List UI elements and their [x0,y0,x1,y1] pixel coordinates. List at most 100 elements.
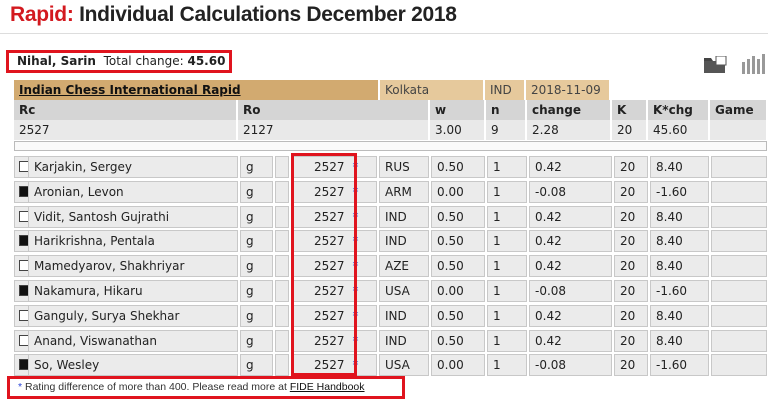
rating-change: 0.42 [529,230,612,253]
color-indicator [14,230,28,253]
game-cell [711,304,767,327]
value-rc: 2527 [14,120,237,140]
rating-change: 0.42 [529,329,612,352]
games-count: 1 [487,329,527,352]
footnote: * Rating difference of more than 400. Pl… [7,376,405,399]
color-indicator [14,156,28,178]
k-factor: 20 [614,230,648,253]
rating-change: 0.42 [529,156,612,178]
color-indicator [14,255,28,278]
header-change: change [527,100,611,120]
game-cell [711,329,767,352]
opponent-title: g [240,354,273,377]
table-divider [14,141,767,151]
rating-difference-star: * [352,284,359,298]
score: 0.00 [431,180,485,203]
opponent-rating: 2527 * [291,255,377,278]
k-factor: 20 [614,205,648,228]
total-change-label: Total change: [103,54,184,68]
event-city: Kolkata [380,80,484,100]
header-ro: Ro [238,100,429,120]
opponent-federation: ARM [379,180,429,203]
k-change: 8.40 [650,329,709,352]
score: 0.50 [431,255,485,278]
header-rc: Rc [14,100,237,120]
games-count: 1 [487,205,527,228]
opponent-federation: IND [379,304,429,327]
empty-cell [275,354,289,377]
header-kchg: K*chg [648,100,709,120]
opponent-title: g [240,329,273,352]
value-w: 3.00 [430,120,485,140]
value-kchg: 45.60 [648,120,709,140]
score: 0.50 [431,205,485,228]
page-title: Rapid: Individual Calculations December … [10,3,457,27]
k-factor: 20 [614,180,648,203]
opponent-name: Ganguly, Surya Shekhar [28,304,238,327]
rating-change: 0.42 [529,304,612,327]
games-count: 1 [487,354,527,377]
opponent-title: g [240,280,273,302]
games-count: 1 [487,230,527,253]
event-date: 2018-11-09 [526,80,610,100]
opponent-name: Anand, Viswanathan [28,329,238,352]
white-square-icon [19,210,28,222]
header-n: n [486,100,526,120]
rating-difference-star: * [352,308,359,323]
rating-value: 2527 [314,259,345,274]
games-count: 1 [487,280,527,302]
folder-icon[interactable] [703,56,729,74]
opponent-rating: 2527 * [291,156,377,178]
fide-handbook-link[interactable]: FIDE Handbook [289,381,365,393]
opponent-name: Karjakin, Sergey [28,156,238,178]
white-square-icon [19,334,28,346]
footnote-text: Rating difference of more than 400. Plea… [22,381,290,393]
black-square-icon [19,285,28,296]
opponent-name: So, Wesley [28,354,238,377]
opponent-federation: IND [379,205,429,228]
k-factor: 20 [614,255,648,278]
rating-value: 2527 [314,284,345,298]
rating-difference-star: * [352,234,359,249]
event-country: IND [485,80,525,100]
game-cell [711,354,767,377]
opponent-federation: USA [379,354,429,377]
color-indicator [14,329,28,352]
color-indicator [14,205,28,228]
k-factor: 20 [614,329,648,352]
k-change: -1.60 [650,280,709,302]
rating-value: 2527 [314,333,345,348]
title-prefix: Rapid: [10,3,74,26]
black-square-icon [19,185,28,197]
white-square-icon [19,161,28,172]
rating-difference-star: * [352,184,359,199]
game-cell [711,280,767,302]
k-change: 8.40 [650,205,709,228]
rating-change: -0.08 [529,280,612,302]
opponent-federation: AZE [379,255,429,278]
footnote-star: * [18,381,23,393]
k-change: 8.40 [650,230,709,253]
opponent-title: g [240,230,273,253]
bar-chart-icon[interactable] [741,54,767,74]
k-factor: 20 [614,304,648,327]
header-k: K [612,100,647,120]
value-n: 9 [486,120,526,140]
color-indicator [14,280,28,302]
color-indicator [14,180,28,203]
score: 0.50 [431,230,485,253]
rating-value: 2527 [314,160,345,174]
empty-cell [275,180,289,203]
opponent-federation: IND [379,329,429,352]
opponent-rating: 2527 * [291,205,377,228]
opponent-name: Vidit, Santosh Gujrathi [28,205,238,228]
empty-cell [275,255,289,278]
opponent-rating: 2527 * [291,329,377,352]
rating-difference-star: * [352,333,359,348]
event-name-link[interactable]: Indian Chess International Rapid [14,80,379,100]
score: 0.50 [431,156,485,178]
rating-difference-star: * [352,358,359,373]
game-cell [711,180,767,203]
header-game: Game [710,100,767,120]
k-factor: 20 [614,156,648,178]
